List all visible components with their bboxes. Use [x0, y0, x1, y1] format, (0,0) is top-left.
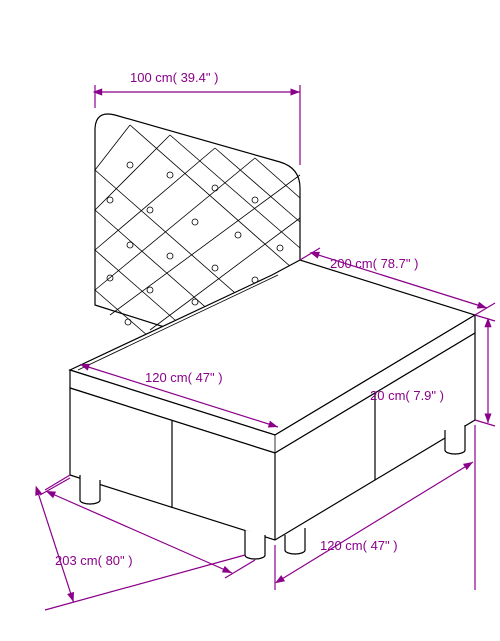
dim-total-length: 203 cm( 80" ) [55, 553, 133, 568]
dim-bed-length: 200 cm( 78.7" ) [330, 256, 418, 271]
dim-mattress-height: 20 cm( 7.9" ) [370, 388, 444, 403]
dim-bed-width: 120 cm( 47" ) [320, 538, 398, 553]
dim-headboard-width: 100 cm( 39.4" ) [130, 70, 218, 85]
dim-mattress-width: 120 cm( 47" ) [145, 370, 223, 385]
bed-dimension-diagram: 100 cm( 39.4" ) 200 cm( 78.7" ) 120 cm( … [0, 0, 500, 641]
